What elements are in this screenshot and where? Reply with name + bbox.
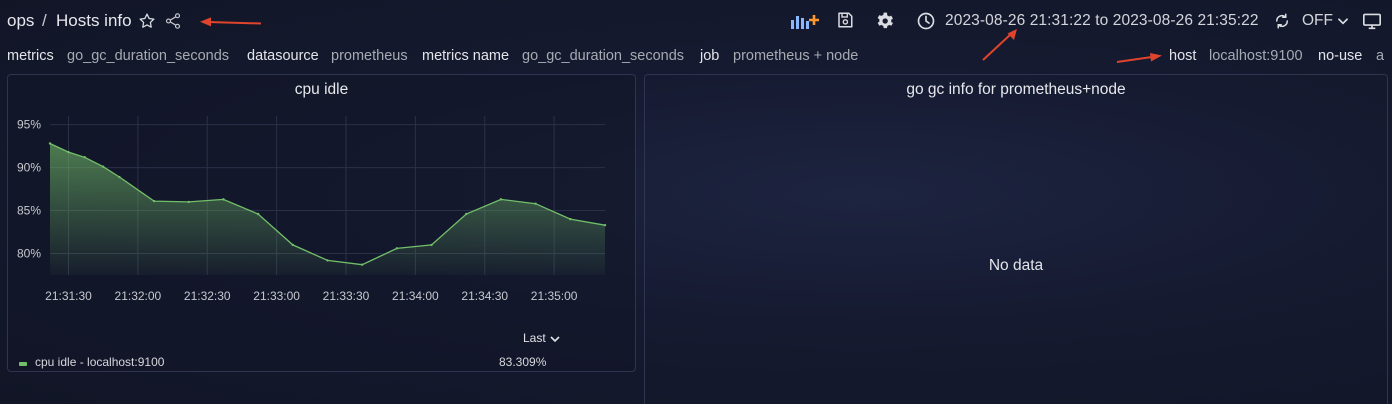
data-point — [152, 199, 156, 203]
x-tick-label: 21:32:00 — [115, 289, 162, 303]
x-tick-label: 21:31:30 — [45, 289, 92, 303]
variable-select-host[interactable]: localhost:9100 — [1209, 48, 1303, 64]
variable-label-no-use: no-use — [1318, 48, 1363, 64]
time-range-picker[interactable]: 2023-08-26 21:31:22 to 2023-08-26 21:35:… — [945, 12, 1259, 29]
data-point — [101, 165, 105, 168]
variable-label-job: job — [700, 48, 720, 64]
data-point — [118, 175, 121, 179]
data-point — [395, 247, 399, 250]
variable-label-datasource: datasource — [247, 48, 319, 64]
dashboard-title[interactable]: Hosts info — [56, 11, 132, 30]
chevron-down-icon[interactable] — [1336, 14, 1350, 28]
tv-mode-icon[interactable] — [1362, 12, 1382, 30]
panel-go-gc-info[interactable]: go gc info for prometheus+node No data — [644, 74, 1388, 404]
variable-select-metrics-name[interactable]: go_gc_duration_seconds — [522, 48, 685, 64]
data-point — [534, 202, 537, 205]
data-point — [83, 156, 86, 159]
data-point — [569, 217, 572, 221]
legend-series-last-value: 83.309% — [499, 355, 547, 369]
y-tick-label: 90% — [17, 161, 41, 175]
save-icon[interactable] — [836, 11, 854, 29]
panel-cpu-idle[interactable]: cpu idle 80% 85% 90% 95% 21:31:30 21:32:00 21:… — [7, 74, 636, 372]
data-point — [430, 243, 433, 247]
no-data-message: No data — [988, 257, 1044, 274]
x-tick-label: 21:32:30 — [184, 289, 231, 303]
variable-select-datasource[interactable]: prometheus — [331, 48, 408, 64]
variable-label-metrics-name: metrics name — [422, 48, 510, 64]
data-point — [360, 263, 364, 266]
x-tick-label: 21:35:00 — [531, 289, 578, 303]
series-area-fill — [50, 143, 605, 275]
annotation-arrow-title — [200, 17, 262, 27]
cpu-idle-chart[interactable]: 80% 85% 90% 95% 21:31:30 21:32:00 21:32:30 21:3… — [8, 75, 635, 315]
y-tick-label: 85% — [17, 204, 41, 218]
data-point — [67, 150, 70, 154]
refresh-icon[interactable] — [1273, 12, 1291, 30]
settings-icon[interactable] — [875, 11, 895, 31]
data-point — [603, 223, 607, 227]
star-icon[interactable] — [138, 12, 156, 30]
template-variables-bar: metrics go_gc_duration_seconds datasourc… — [0, 46, 1392, 68]
sort-chevron-icon — [550, 336, 560, 342]
legend-series-name[interactable]: cpu idle - localhost:9100 — [35, 355, 165, 369]
breadcrumb-folder[interactable]: ops — [7, 11, 35, 30]
data-point — [256, 212, 260, 216]
legend-header-label: Last — [523, 331, 546, 345]
data-point — [291, 243, 295, 247]
variable-label-host: host — [1169, 48, 1197, 64]
data-point — [187, 200, 190, 204]
x-tick-label: 21:33:30 — [323, 289, 370, 303]
clock-icon[interactable] — [916, 11, 936, 31]
variable-select-job[interactable]: prometheus + node — [733, 48, 859, 64]
panel-title[interactable]: go gc info for prometheus+node — [906, 81, 1126, 98]
refresh-interval-picker[interactable]: OFF — [1302, 12, 1333, 29]
data-point — [499, 198, 503, 201]
legend-sort-last[interactable]: Last — [523, 331, 560, 345]
variable-label-metrics: metrics — [7, 48, 54, 64]
x-tick-label: 21:34:00 — [392, 289, 439, 303]
x-tick-label: 21:34:30 — [461, 289, 508, 303]
variable-select-metrics[interactable]: go_gc_duration_seconds — [67, 48, 230, 64]
top-navbar: ops / Hosts info 2023-08-26 21:31:22 to … — [0, 0, 1392, 63]
x-tick-label: 21:33:00 — [253, 289, 300, 303]
share-icon[interactable] — [164, 12, 182, 30]
panel-title[interactable]: cpu idle — [294, 81, 349, 98]
data-point — [326, 259, 329, 262]
y-tick-label: 80% — [17, 247, 41, 261]
y-tick-label: 95% — [17, 118, 41, 132]
legend-series-swatch — [19, 362, 27, 366]
data-point — [48, 142, 52, 145]
breadcrumb-separator: / — [42, 11, 47, 30]
data-point — [465, 212, 468, 216]
add-panel-icon[interactable] — [790, 12, 820, 30]
variable-select-no-use[interactable]: a — [1376, 48, 1385, 64]
data-point — [222, 198, 225, 201]
